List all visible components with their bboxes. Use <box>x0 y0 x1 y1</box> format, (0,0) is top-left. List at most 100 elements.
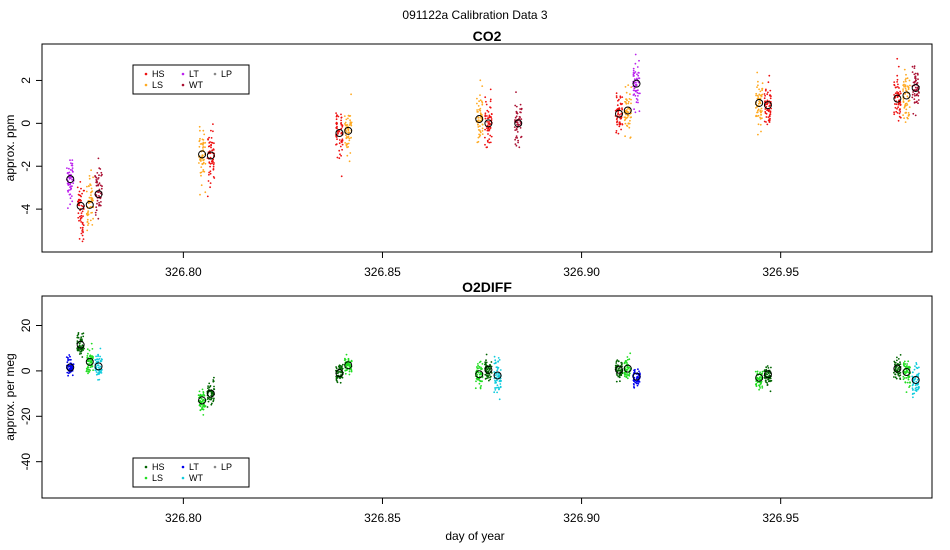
data-point <box>899 371 902 374</box>
data-point <box>208 173 210 176</box>
data-point <box>70 195 73 198</box>
data-point <box>917 102 919 105</box>
data-point <box>487 371 489 374</box>
data-point <box>635 382 638 385</box>
data-point <box>95 184 98 187</box>
data-point <box>624 116 627 119</box>
data-point <box>625 98 627 101</box>
data-point <box>208 382 211 385</box>
data-point <box>518 123 520 126</box>
data-point <box>76 336 79 339</box>
data-point <box>896 86 899 88</box>
data-point <box>497 360 500 363</box>
data-point <box>335 126 338 129</box>
data-point <box>476 102 478 105</box>
data-point <box>94 175 97 178</box>
data-point <box>341 138 344 141</box>
data-point <box>494 359 497 362</box>
data-point <box>337 115 340 118</box>
data-point <box>895 103 898 106</box>
data-point <box>913 65 916 68</box>
data-point <box>488 374 491 376</box>
figure-title: 091122a Calibration Data 3 <box>402 8 548 22</box>
data-point <box>344 358 347 361</box>
data-point <box>69 169 72 171</box>
data-point <box>903 360 906 363</box>
data-point <box>99 360 102 363</box>
data-point <box>97 364 100 367</box>
data-point <box>348 365 351 367</box>
data-point <box>615 95 618 97</box>
data-point <box>903 365 906 367</box>
data-point <box>618 123 621 126</box>
data-point <box>902 378 905 381</box>
data-point <box>85 190 88 193</box>
data-point <box>755 115 757 118</box>
series-lt <box>65 354 641 389</box>
data-point <box>202 408 205 411</box>
data-point <box>349 152 352 154</box>
data-point <box>82 335 85 338</box>
data-point <box>91 355 94 358</box>
data-point <box>616 374 619 376</box>
data-point <box>98 358 101 360</box>
data-point <box>898 102 901 105</box>
data-point <box>344 142 347 144</box>
data-point <box>765 112 768 115</box>
data-point <box>92 369 94 371</box>
data-point <box>347 117 349 120</box>
data-point <box>906 104 909 106</box>
mean-marker <box>484 119 493 128</box>
data-point <box>81 223 84 225</box>
data-point <box>86 221 89 223</box>
legend-swatch <box>213 72 217 76</box>
data-point <box>759 97 762 100</box>
data-point <box>70 162 72 165</box>
data-point <box>617 375 620 378</box>
data-point <box>757 96 760 98</box>
data-point <box>906 95 909 98</box>
data-point <box>621 108 624 111</box>
data-point <box>202 393 205 396</box>
data-point <box>475 380 477 383</box>
data-point <box>759 123 762 126</box>
data-point <box>477 123 479 126</box>
data-point <box>765 105 768 108</box>
data-point <box>896 356 898 359</box>
data-point <box>896 74 899 77</box>
data-point <box>484 143 486 146</box>
data-point <box>918 372 920 375</box>
data-point <box>89 366 92 369</box>
data-point <box>341 148 343 151</box>
y-tick-label: -40 <box>19 453 33 471</box>
data-point <box>757 133 759 136</box>
data-point <box>208 171 211 174</box>
data-point <box>911 93 914 96</box>
data-point <box>339 365 342 367</box>
data-point <box>633 87 636 90</box>
data-point <box>71 178 73 181</box>
data-point <box>637 81 640 84</box>
data-point <box>914 72 917 75</box>
data-point <box>634 53 637 56</box>
data-point <box>493 391 496 394</box>
data-point <box>619 96 622 99</box>
data-point <box>907 114 910 116</box>
data-point <box>336 138 338 141</box>
data-point <box>98 195 100 197</box>
data-point <box>199 409 202 411</box>
data-point <box>488 138 491 141</box>
data-point <box>637 382 639 385</box>
data-point <box>897 93 900 95</box>
mean-marker <box>514 119 523 128</box>
data-point <box>757 80 759 83</box>
data-point <box>87 370 90 373</box>
data-point <box>476 373 479 376</box>
data-point <box>340 366 343 369</box>
data-point <box>212 379 215 381</box>
data-point <box>760 107 763 110</box>
data-point <box>202 142 205 145</box>
data-point <box>346 154 349 157</box>
data-point <box>481 363 484 365</box>
data-point <box>69 159 71 162</box>
